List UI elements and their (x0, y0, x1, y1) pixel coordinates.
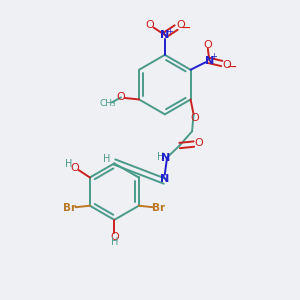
Text: −: − (227, 61, 237, 74)
Text: O: O (117, 92, 125, 102)
Text: O: O (145, 20, 154, 30)
Text: O: O (203, 40, 212, 50)
Text: H: H (65, 159, 72, 169)
Text: N: N (160, 30, 170, 40)
Text: N: N (160, 173, 170, 184)
Text: Br: Br (152, 203, 165, 213)
Text: O: O (222, 60, 231, 70)
Text: CH₃: CH₃ (100, 99, 116, 108)
Text: N: N (161, 153, 170, 163)
Text: +: + (166, 27, 173, 36)
Text: N: N (205, 56, 214, 65)
Text: O: O (194, 138, 203, 148)
Text: −: − (180, 22, 191, 34)
Text: O: O (70, 163, 79, 173)
Text: H: H (157, 152, 164, 162)
Text: H: H (111, 237, 118, 247)
Text: Br: Br (63, 203, 76, 213)
Text: O: O (190, 113, 199, 123)
Text: O: O (176, 20, 185, 30)
Text: +: + (211, 52, 218, 62)
Text: H: H (103, 154, 111, 164)
Text: O: O (110, 232, 119, 242)
